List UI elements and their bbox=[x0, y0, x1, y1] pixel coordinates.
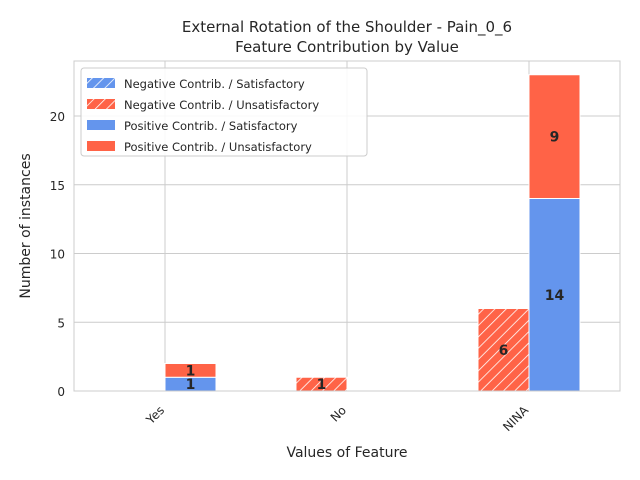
data-label: 6 bbox=[499, 343, 509, 359]
legend-entry: Positive Contrib. / Unsatisfactory bbox=[124, 140, 312, 154]
x-tick-label: NINA bbox=[500, 403, 531, 434]
y-tick-label: 5 bbox=[57, 316, 65, 330]
y-tick-labels: 0 5 10 15 20 bbox=[50, 110, 65, 399]
legend-entry: Negative Contrib. / Unsatisfactory bbox=[124, 98, 319, 112]
legend-box bbox=[80, 67, 368, 157]
data-label: 1 bbox=[186, 363, 196, 379]
bar-negative-unsatisfactory-nina bbox=[477, 308, 530, 392]
legend-swatch bbox=[87, 120, 115, 130]
y-tick-label: 10 bbox=[50, 248, 65, 262]
legend-swatch bbox=[87, 141, 115, 151]
bar-positive-unsatisfactory-yes bbox=[164, 363, 217, 378]
y-tick-label: 15 bbox=[50, 179, 65, 193]
legend-swatch bbox=[87, 78, 115, 88]
legend-entry: Negative Contrib. / Satisfactory bbox=[124, 77, 305, 91]
legend-entry: Positive Contrib. / Satisfactory bbox=[124, 119, 298, 133]
y-tick-label: 20 bbox=[50, 110, 65, 124]
y-tick-label: 0 bbox=[57, 385, 65, 399]
y-axis-label: Number of instances bbox=[18, 153, 34, 298]
x-tick-label: Yes bbox=[143, 403, 167, 427]
data-label: 1 bbox=[186, 377, 196, 393]
chart-title: External Rotation of the Shoulder - Pain… bbox=[182, 18, 512, 37]
data-label: 14 bbox=[545, 288, 565, 304]
x-tick-labels: Yes No NINA bbox=[143, 403, 532, 434]
legend-swatch bbox=[87, 99, 115, 109]
legend: Negative Contrib. / Satisfactory Negative… bbox=[80, 67, 368, 157]
data-label: 9 bbox=[550, 130, 560, 146]
x-tick-label: No bbox=[328, 403, 349, 424]
chart-subtitle: Feature Contribution by Value bbox=[235, 38, 459, 56]
bar-positive-unsatisfactory-nina bbox=[528, 74, 581, 199]
x-axis-label: Values of Feature bbox=[286, 445, 407, 461]
data-label: 1 bbox=[317, 377, 327, 393]
bars bbox=[164, 74, 581, 392]
plot-frame bbox=[73, 60, 621, 392]
bar-positive-satisfactory-nina bbox=[528, 198, 581, 392]
